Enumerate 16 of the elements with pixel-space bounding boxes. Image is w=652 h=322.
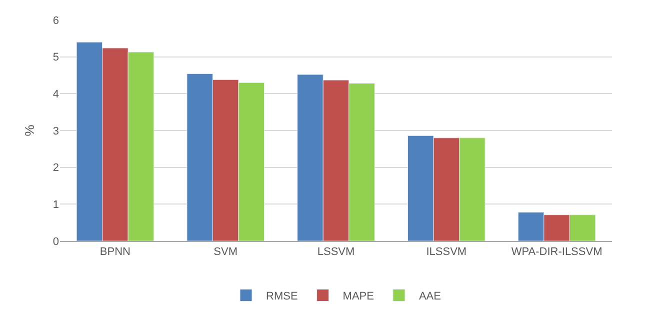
x-tick-label: ILSSVM <box>426 246 467 258</box>
y-tick-label: 6 <box>52 14 59 27</box>
y-tick-label: 5 <box>52 52 59 64</box>
y-tick-label: 3 <box>52 125 59 138</box>
x-tick-label: LSSVM <box>317 246 355 258</box>
x-tick-label: BPNN <box>100 246 131 258</box>
y-tick-label: 2 <box>52 162 59 174</box>
legend-label: RMSE <box>266 290 298 303</box>
x-tick-label: SVM <box>214 246 238 258</box>
legend-label: MAPE <box>342 290 374 303</box>
y-axis-title: % <box>22 124 37 136</box>
y-tick-label: 0 <box>52 236 59 248</box>
x-tick-label: WPA-DIR-ILSSVM <box>511 246 602 258</box>
y-tick-label: 4 <box>52 88 59 101</box>
y-tick-label: 1 <box>52 199 59 212</box>
legend-label: AAE <box>418 290 441 303</box>
